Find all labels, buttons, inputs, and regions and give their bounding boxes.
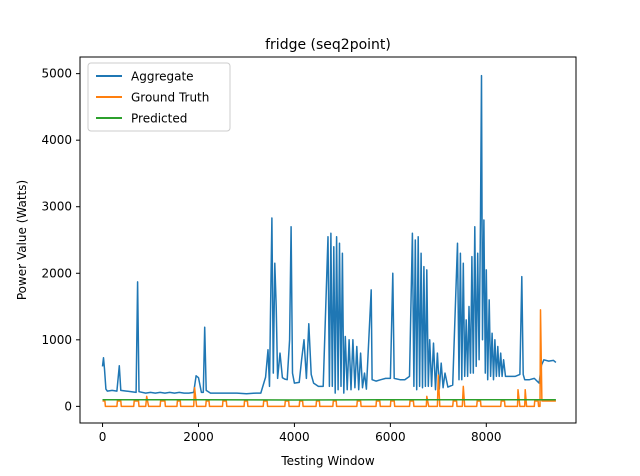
legend-label: Aggregate	[131, 70, 194, 84]
series-line-aggregate	[101, 74, 557, 395]
y-tick-label: 2000	[41, 266, 72, 280]
plot-frame	[79, 56, 577, 424]
legend-label: Predicted	[131, 112, 187, 126]
x-axis-ticks: 0 2000 4000 6000 8000	[99, 423, 502, 444]
y-axis-ticks: 0 1000 2000 3000 4000 5000	[41, 67, 80, 413]
x-tick-label: 4000	[279, 430, 310, 444]
y-tick-label: 4000	[41, 133, 72, 147]
x-tick-label: 2000	[183, 430, 214, 444]
chart-title: fridge (seq2point)	[265, 37, 391, 53]
legend-box	[87, 62, 231, 132]
legend: Aggregate Ground Truth Predicted	[87, 62, 231, 132]
legend-label: Ground Truth	[131, 91, 209, 105]
y-tick-label: 0	[64, 399, 72, 413]
x-tick-label: 6000	[375, 430, 406, 444]
series-line-ground-truth	[102, 309, 556, 408]
y-axis-label: Power Value (Watts)	[15, 180, 29, 300]
y-tick-label: 3000	[41, 200, 72, 214]
x-axis-label: Testing Window	[280, 454, 375, 468]
x-tick-label: 8000	[471, 430, 502, 444]
x-tick-label: 0	[99, 430, 107, 444]
y-tick-label: 1000	[41, 333, 72, 347]
series-layer	[101, 74, 557, 408]
y-tick-label: 5000	[41, 67, 72, 81]
